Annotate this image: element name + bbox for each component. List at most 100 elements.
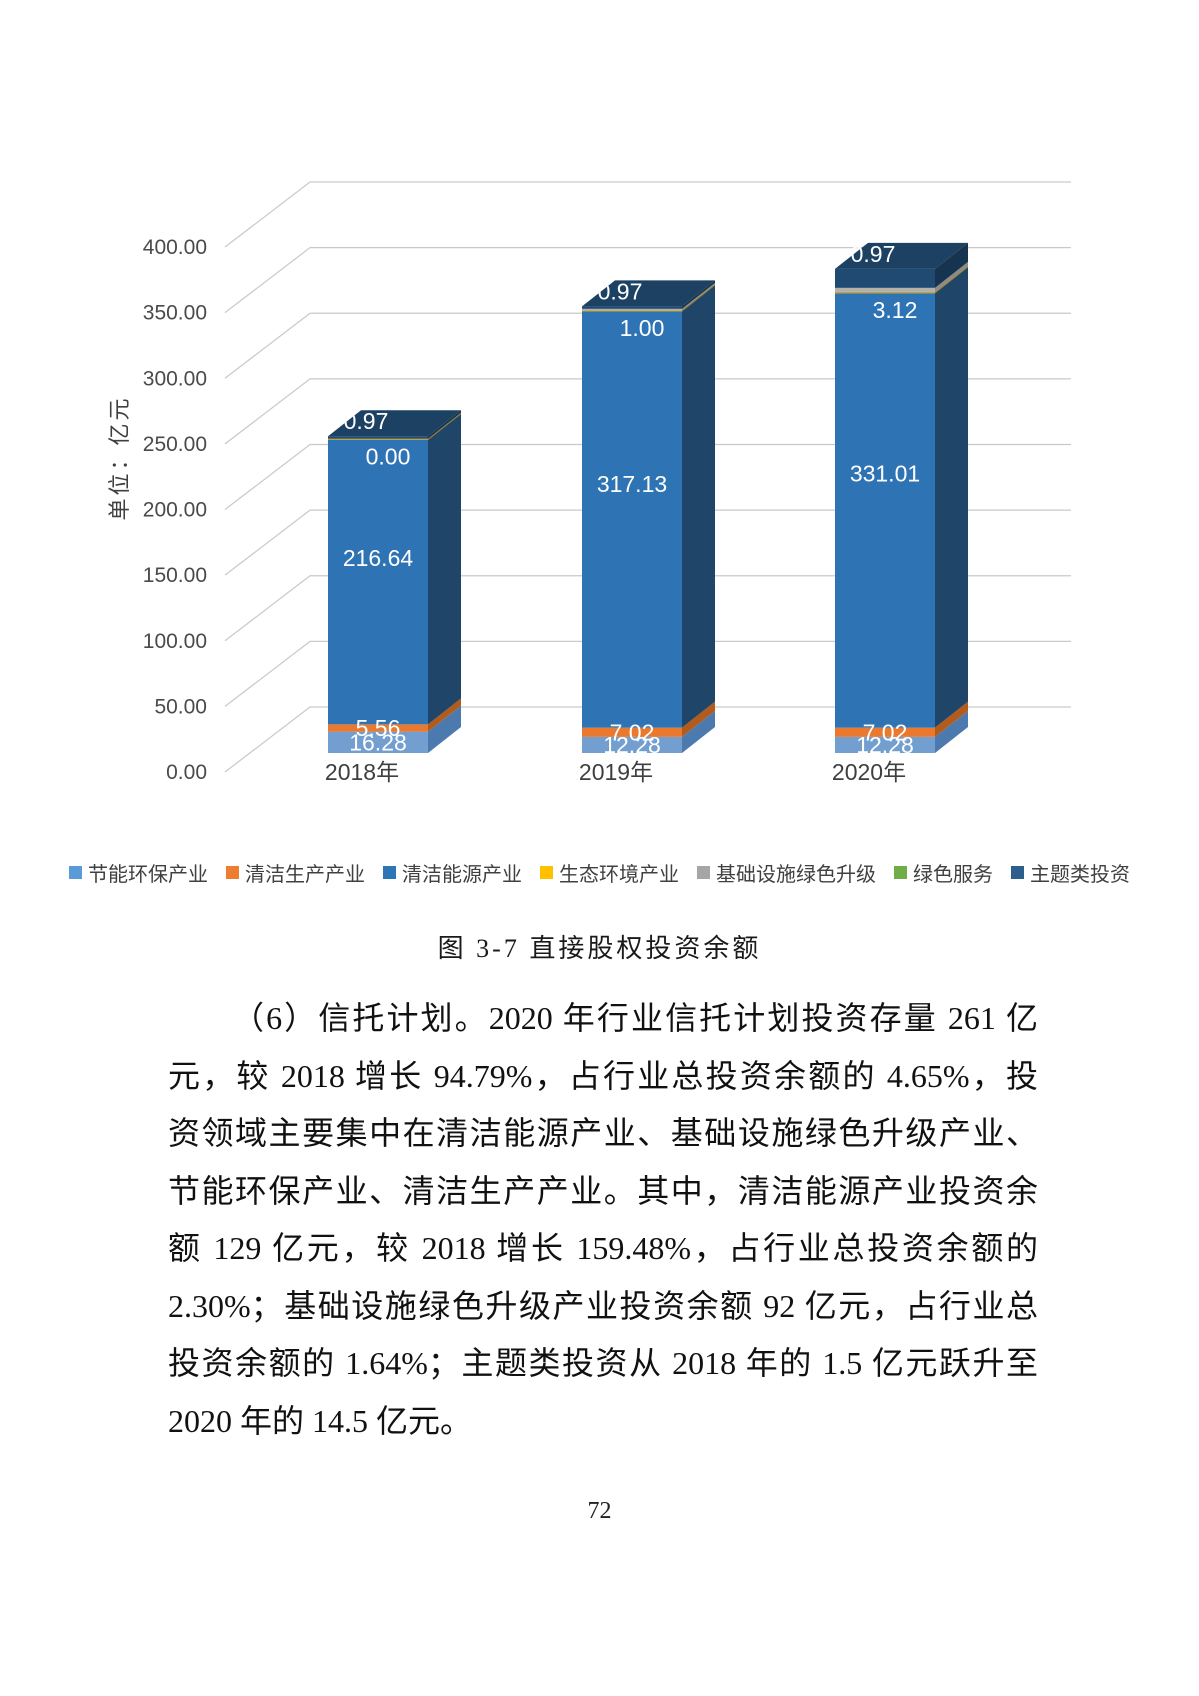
- x-axis-label: 2019年: [579, 759, 653, 785]
- bar-segment-side: [682, 284, 715, 312]
- bar-segment-side: [682, 710, 715, 753]
- bar-segment: [835, 727, 935, 737]
- gridline: [224, 640, 1071, 707]
- legend-swatch-icon: [383, 866, 396, 879]
- bar-label: 16.28: [349, 729, 407, 755]
- paragraph-line: 额 129 亿元，较 2018 增长 159.48%，占行业总投资余额的: [168, 1230, 1038, 1266]
- bar-segment: [582, 736, 682, 753]
- bar-segment: [328, 436, 428, 439]
- bar-segment: [328, 731, 428, 753]
- bar-segment: [582, 311, 682, 728]
- bar-segment-side: [428, 698, 461, 732]
- bar-segment-side: [935, 267, 968, 728]
- legend-item-清洁生产产业: 清洁生产产业: [226, 858, 365, 887]
- gridline: [224, 443, 1071, 510]
- body-paragraph: （6）信托计划。2020 年行业信托计划投资存量 261 亿元，较 2018 增…: [168, 990, 1038, 1450]
- legend-swatch-icon: [894, 866, 907, 879]
- bar-label: 7.02: [610, 719, 655, 745]
- bar-segment: [582, 727, 682, 737]
- bar-label: 0.97: [851, 241, 896, 267]
- bar-segment-side: [682, 282, 715, 311]
- gridline: [224, 706, 1071, 773]
- figure-caption: 图 3-7 直接股权投资余额: [437, 934, 762, 963]
- bar-label: 0.00: [366, 444, 411, 470]
- legend-swatch-icon: [540, 866, 553, 879]
- legend-item-主题类投资: 主题类投资: [1011, 858, 1130, 887]
- bar-segment-side: [682, 701, 715, 737]
- gridline: [224, 378, 1071, 445]
- legend-label: 清洁生产产业: [245, 864, 365, 886]
- bar-segment-side: [428, 412, 461, 440]
- legend-label: 清洁能源产业: [402, 864, 522, 886]
- bar-top-face: [328, 410, 461, 437]
- paragraph-line: 投资余额的 1.64%；主题类投资从 2018 年的 1.5 亿元跃升至: [168, 1345, 1038, 1381]
- legend-swatch-icon: [69, 866, 82, 879]
- legend-item-基础设施绿色升级: 基础设施绿色升级: [697, 858, 876, 887]
- paragraph-line: （6）信托计划。2020 年行业信托计划投资存量 261 亿: [232, 1000, 1038, 1036]
- legend-label: 绿色服务: [913, 864, 993, 886]
- bar-segment-side: [682, 285, 715, 728]
- bar-segment-side: [428, 705, 461, 753]
- x-axis-label: 2018年: [325, 759, 399, 785]
- bar-segment: [582, 308, 682, 311]
- bar-segment: [835, 268, 935, 288]
- bar-segment-side: [935, 701, 968, 737]
- bar-label: 7.02: [863, 719, 908, 745]
- y-axis-tick: 50.00: [154, 695, 207, 718]
- bar-segment-side: [428, 410, 461, 439]
- bar-label: 0.97: [598, 278, 643, 304]
- gridline: [224, 509, 1071, 576]
- legend-item-绿色服务: 绿色服务: [894, 858, 993, 887]
- bar-label: 12.28: [856, 732, 914, 758]
- bar-segment: [328, 439, 428, 725]
- bar-segment: [835, 287, 935, 292]
- legend-label: 主题类投资: [1030, 864, 1130, 886]
- bar-label: 0.97: [344, 408, 389, 434]
- legend-item-生态环境产业: 生态环境产业: [540, 858, 679, 887]
- y-axis-tick: 350.00: [143, 302, 207, 325]
- bar-label: 331.01: [850, 461, 920, 487]
- legend-label: 基础设施绿色升级: [716, 864, 876, 886]
- y-axis-tick: 100.00: [143, 630, 207, 653]
- bar-segment: [835, 736, 935, 753]
- bar-segment: [328, 724, 428, 732]
- bar-segment: [582, 306, 682, 309]
- chart-legend: 节能环保产业 清洁生产产业 清洁能源产业 生态环境产业 基础设施绿色升级 绿色服务 主题类投…: [0, 858, 1199, 887]
- bar-2020年: 12.287.02 331.01 0.97 3.12 2020年: [832, 241, 968, 785]
- legend-item-节能环保产业: 节能环保产业: [69, 858, 208, 887]
- bar-segment-side: [935, 710, 968, 753]
- bar-label: 12.28: [603, 732, 661, 758]
- gridline: [224, 575, 1071, 642]
- bar-segment-side: [935, 265, 968, 294]
- legend-swatch-icon: [1011, 866, 1024, 879]
- legend-label: 节能环保产业: [88, 864, 208, 886]
- bar-label: 5.56: [356, 715, 401, 741]
- legend-item-清洁能源产业: 清洁能源产业: [383, 858, 522, 887]
- bar-label: 317.13: [597, 471, 667, 497]
- bar-label: 216.64: [343, 545, 414, 571]
- bar-2018年: 16.285.56 216.64 0.97 0.00 2018年: [325, 408, 461, 785]
- bar-2019年: 12.287.02 317.13 0.97 1.00 2019年: [579, 278, 715, 785]
- paragraph-line: 2.30%；基础设施绿色升级产业投资余额 92 亿元，占行业总: [168, 1287, 1038, 1324]
- y-axis-tick: 150.00: [143, 564, 207, 587]
- bar-segment-side: [428, 413, 461, 725]
- legend-label: 生态环境产业: [559, 864, 679, 886]
- bar-segment: [582, 310, 682, 312]
- legend-swatch-icon: [226, 866, 239, 879]
- y-axis-tick: 200.00: [143, 499, 207, 522]
- bar-segment-side: [935, 242, 968, 288]
- y-axis-tick: 0.00: [166, 761, 207, 784]
- bar-segment-side: [935, 261, 968, 292]
- bar-segment: [835, 293, 935, 728]
- gridlines: 0.00 50.00 100.00 150.00 200.00 250.00 300.00 3…: [143, 181, 1071, 784]
- paragraph-line: 资领域主要集中在清洁能源产业、基础设施绿色升级产业、: [168, 1115, 1038, 1151]
- y-axis-tick: 250.00: [143, 433, 207, 456]
- bar-segment: [328, 438, 428, 440]
- paragraph-line: 元，较 2018 增长 94.79%，占行业总投资余额的 4.65%，投: [168, 1057, 1038, 1094]
- bar-segment-side: [682, 280, 715, 309]
- paragraph-line: 2020 年的 14.5 亿元。: [168, 1402, 473, 1439]
- bar-top-face: [582, 280, 715, 307]
- bar-label: 3.12: [873, 297, 918, 323]
- x-axis-label: 2020年: [832, 759, 906, 785]
